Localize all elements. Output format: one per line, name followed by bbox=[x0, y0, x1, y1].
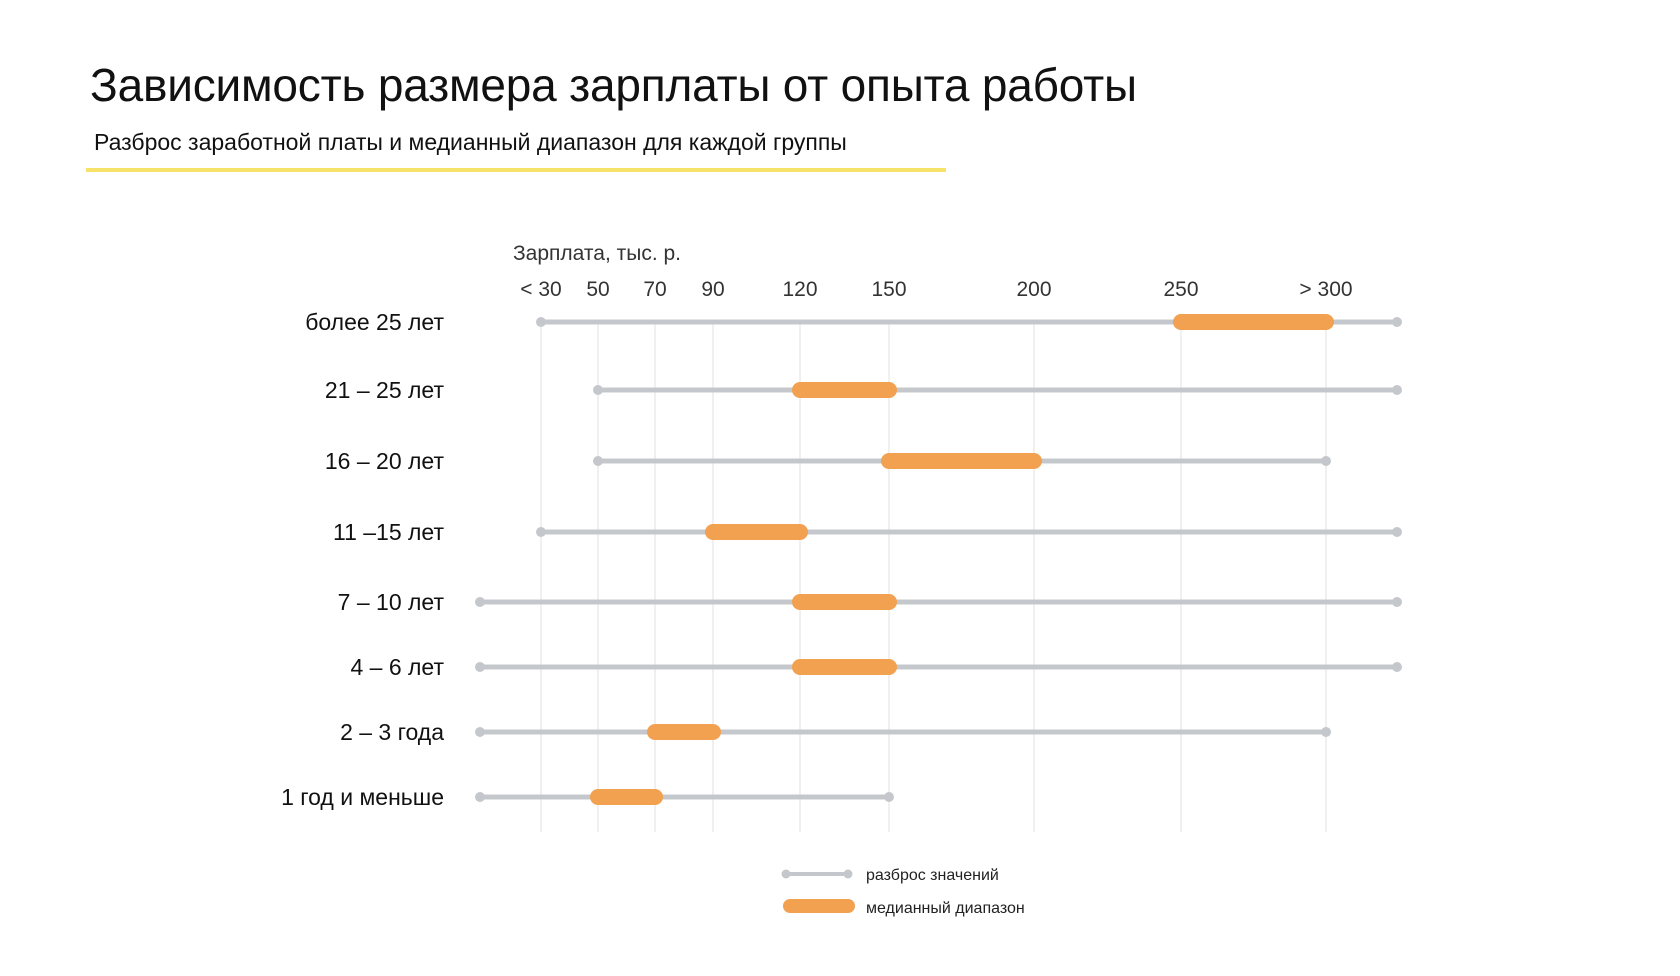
x-tick-label: 120 bbox=[782, 278, 817, 301]
row-label: 11 –15 лет bbox=[333, 519, 444, 545]
x-tick-label: 50 bbox=[586, 278, 609, 301]
legend-item-median: медианный диапазон bbox=[783, 899, 1025, 917]
chart-row: 21 – 25 лет bbox=[325, 377, 1402, 403]
x-tick-label: > 300 bbox=[1299, 278, 1352, 301]
legend-label: разброс значений bbox=[866, 867, 999, 884]
legend-range-dot bbox=[781, 869, 791, 879]
legend-label: медианный диапазон bbox=[866, 900, 1025, 917]
x-tick-label: 70 bbox=[643, 278, 666, 301]
row-label: 21 – 25 лет bbox=[325, 377, 445, 403]
subtitle-underline bbox=[86, 168, 946, 172]
chart-row: 16 – 20 лет bbox=[325, 448, 1331, 474]
range-max-dot bbox=[1392, 597, 1402, 607]
row-label: более 25 лет bbox=[305, 309, 444, 335]
chart-row: 4 – 6 лет bbox=[350, 654, 1402, 680]
range-max-dot bbox=[1321, 456, 1331, 466]
x-tick-label: 200 bbox=[1016, 278, 1051, 301]
range-min-dot bbox=[593, 456, 603, 466]
x-tick-label: 150 bbox=[871, 278, 906, 301]
row-label: 16 – 20 лет bbox=[325, 448, 445, 474]
range-max-dot bbox=[1321, 727, 1331, 737]
range-min-dot bbox=[475, 597, 485, 607]
range-max-dot bbox=[1392, 385, 1402, 395]
range-min-dot bbox=[593, 385, 603, 395]
row-label: 4 – 6 лет bbox=[350, 654, 444, 680]
x-tick-label: 250 bbox=[1163, 278, 1198, 301]
range-max-dot bbox=[884, 792, 894, 802]
range-min-dot bbox=[475, 792, 485, 802]
x-tick-label: < 30 bbox=[520, 278, 561, 301]
range-min-dot bbox=[536, 527, 546, 537]
legend-range-dot bbox=[843, 869, 853, 879]
chart-subtitle: Разброс заработной платы и медианный диа… bbox=[94, 129, 847, 155]
chart-row: более 25 лет bbox=[305, 309, 1402, 335]
x-tick-label: 90 bbox=[701, 278, 724, 301]
legend-item-range: разброс значений bbox=[781, 867, 999, 884]
row-label: 1 год и меньше bbox=[281, 784, 444, 810]
range-max-dot bbox=[1392, 317, 1402, 327]
range-max-dot bbox=[1392, 527, 1402, 537]
chart-title: Зависимость размера зарплаты от опыта ра… bbox=[90, 59, 1137, 111]
chart-row: 7 – 10 лет bbox=[338, 589, 1402, 615]
row-label: 7 – 10 лет bbox=[338, 589, 445, 615]
legend: разброс значений медианный диапазон bbox=[781, 867, 1025, 917]
x-axis-ticks: < 30 50 70 90 120 150 200 250 > 300 bbox=[520, 278, 1352, 301]
x-axis-title: Зарплата, тыс. р. bbox=[513, 242, 681, 265]
range-min-dot bbox=[475, 727, 485, 737]
range-min-dot bbox=[475, 662, 485, 672]
chart-row: 1 год и меньше bbox=[281, 784, 894, 810]
row-label: 2 – 3 года bbox=[340, 719, 444, 745]
range-min-dot bbox=[536, 317, 546, 327]
gridlines bbox=[540, 320, 1327, 832]
chart-row: 2 – 3 года bbox=[340, 719, 1331, 745]
range-max-dot bbox=[1392, 662, 1402, 672]
chart-row: 11 –15 лет bbox=[333, 519, 1402, 545]
chart-rows: более 25 лет 21 – 25 лет 16 – 20 лет 11 –15… bbox=[281, 309, 1402, 810]
